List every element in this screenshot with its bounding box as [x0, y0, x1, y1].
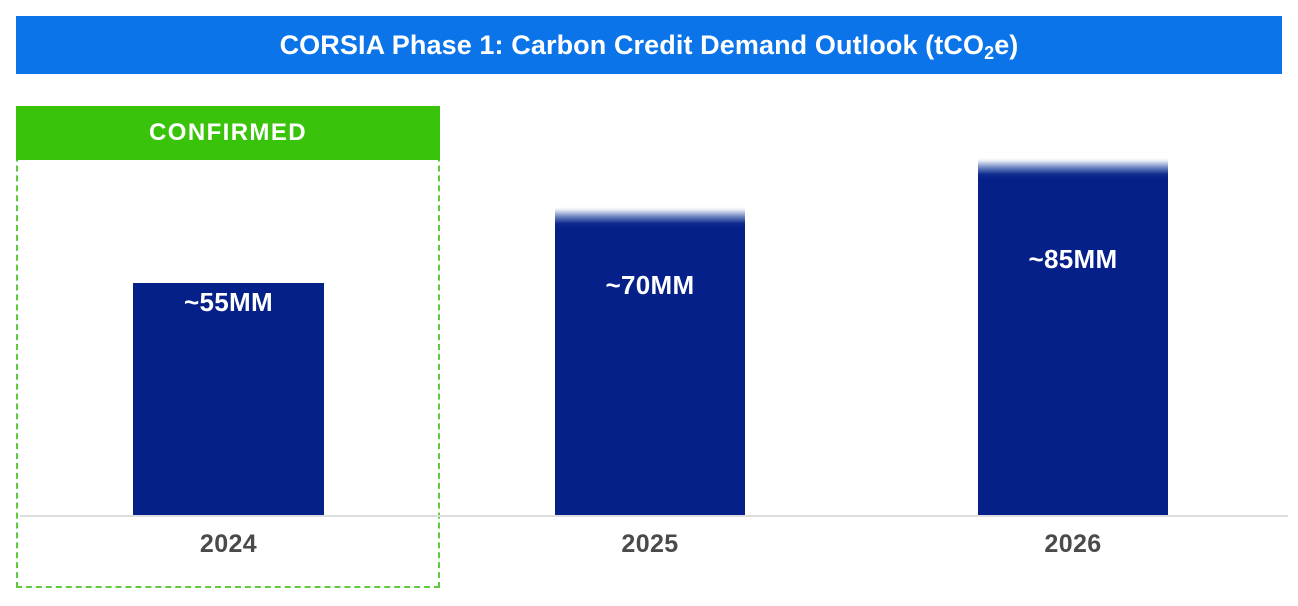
- x-axis-line: [20, 515, 1288, 517]
- chart-title-banner: CORSIA Phase 1: Carbon Credit Demand Out…: [16, 16, 1282, 74]
- bar-value-2024: ~55MM: [184, 287, 273, 317]
- page-title: CORSIA Phase 1: Carbon Credit Demand Out…: [279, 29, 1019, 63]
- bar-value-2025: ~70MM: [605, 270, 695, 300]
- x-tick-label-2025: 2025: [621, 530, 679, 558]
- chart-title-subscript: 2: [984, 42, 995, 63]
- bar-value-2026: ~85MM: [1028, 244, 1118, 274]
- bar-2026: ~85MM: [978, 158, 1168, 515]
- chart-title-prefix: CORSIA Phase 1: Carbon Credit Demand Out…: [279, 29, 985, 60]
- x-tick-label-2026: 2026: [1044, 530, 1102, 558]
- chart-title-suffix: e): [994, 29, 1019, 60]
- confirmed-badge-label: CONFIRMED: [149, 119, 307, 146]
- x-tick-label-2024: 2024: [199, 530, 258, 558]
- bar-2024: ~55MM: [133, 283, 324, 515]
- confirmed-badge: CONFIRMED: [16, 106, 440, 160]
- bar-2025: ~70MM: [555, 207, 745, 515]
